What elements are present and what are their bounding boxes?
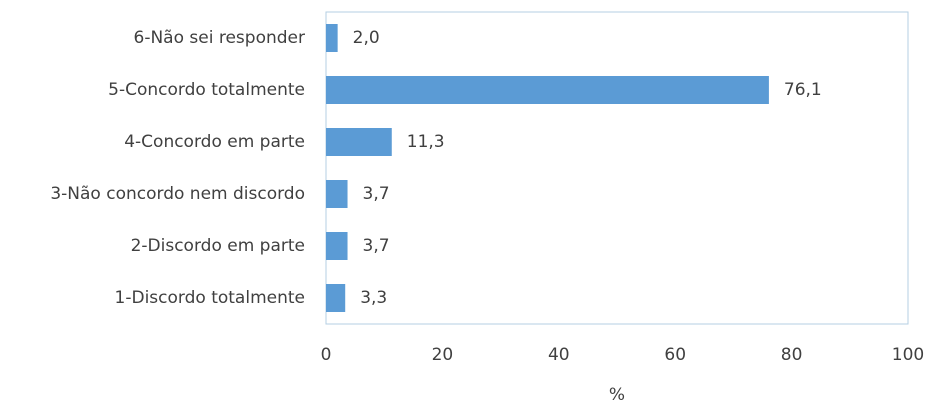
x-tick-label: 40 <box>548 345 570 365</box>
y-tick-label: 3-Não concordo nem discordo <box>50 184 305 204</box>
y-tick-label: 6-Não sei responder <box>134 28 305 48</box>
bar <box>326 128 392 156</box>
bar <box>326 180 348 208</box>
value-label: 3,7 <box>363 236 390 256</box>
x-tick-label: 0 <box>321 345 332 365</box>
value-label: 11,3 <box>407 132 445 152</box>
x-axis-label: % <box>609 385 625 403</box>
y-tick-label: 4-Concordo em parte <box>124 132 305 152</box>
value-label: 76,1 <box>784 80 822 100</box>
x-tick-label: 20 <box>432 345 454 365</box>
bar <box>326 76 769 104</box>
value-label: 3,7 <box>363 184 390 204</box>
y-tick-label: 2-Discordo em parte <box>131 236 305 256</box>
x-tick-label: 100 <box>892 345 924 365</box>
bar <box>326 24 338 52</box>
plot-frame <box>325 11 909 325</box>
y-tick-label: 1-Discordo totalmente <box>115 288 305 308</box>
y-tick-label: 5-Concordo totalmente <box>108 80 305 100</box>
x-tick-label: 80 <box>781 345 803 365</box>
bar <box>326 232 348 260</box>
value-label: 2,0 <box>353 28 380 48</box>
value-label: 3,3 <box>360 288 387 308</box>
bar <box>326 284 346 312</box>
x-tick-label: 60 <box>664 345 686 365</box>
